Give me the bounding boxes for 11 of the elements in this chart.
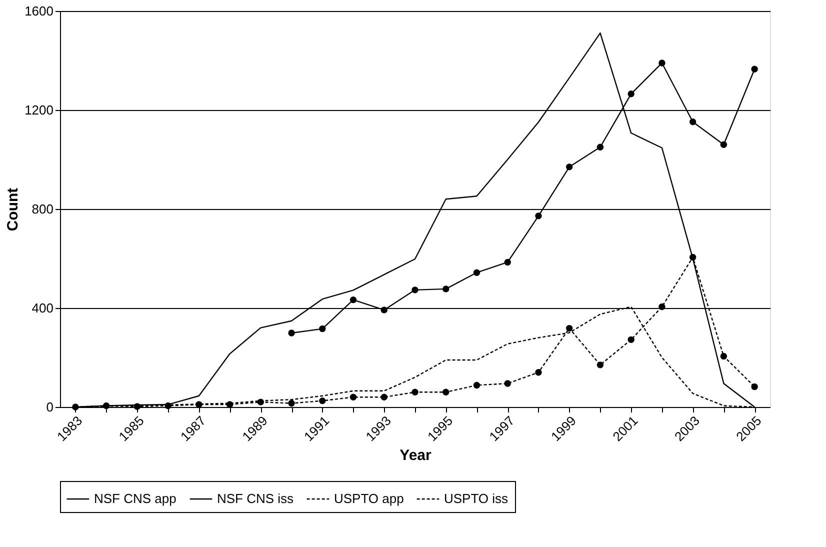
y-tick-label: 400 [32,300,54,316]
legend-label: NSF CNS app [94,491,176,506]
x-axis-title: Year [400,447,432,464]
y-axis-title: Count [4,188,22,232]
y-tick-label: 1200 [24,102,54,118]
legend-label: USPTO app [334,491,404,506]
y-tick-label: 0 [46,400,54,414]
y-tick-label: 800 [32,202,54,216]
legend-label: NSF CNS iss [217,491,294,506]
y-tick-label: 1600 [24,4,54,18]
legend-label: USPTO iss [444,491,509,506]
